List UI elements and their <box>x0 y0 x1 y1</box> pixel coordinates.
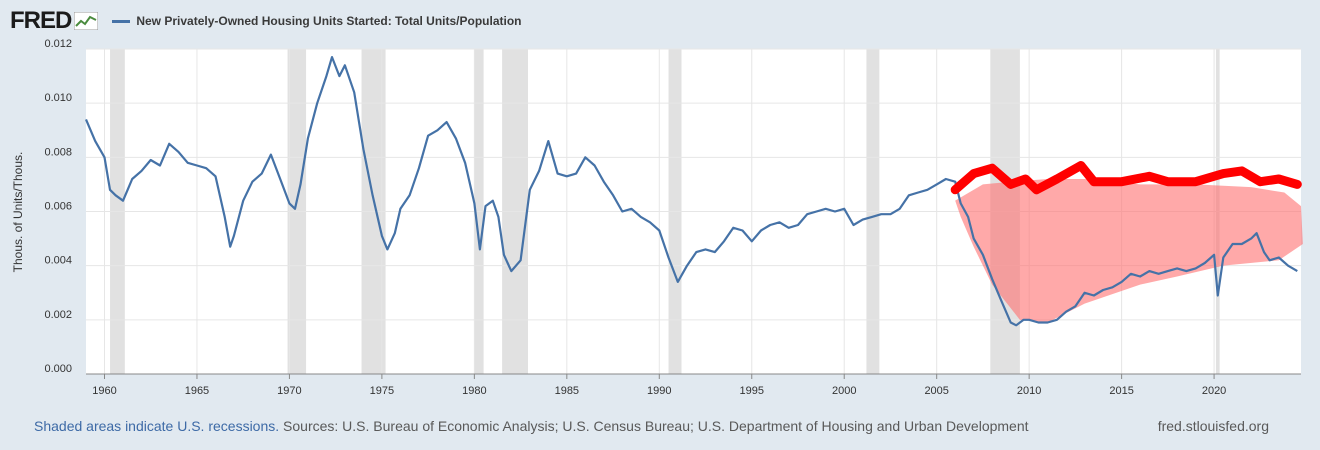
y-tick-label: 0.002 <box>44 309 72 321</box>
y-tick-label: 0.010 <box>44 92 72 104</box>
x-tick-label: 1975 <box>370 385 394 397</box>
y-axis-label: Thous. of Units/Thous. <box>11 152 25 273</box>
y-tick-label: 0.004 <box>44 255 72 267</box>
footer-note: Shaded areas indicate U.S. recessions. S… <box>34 418 1029 434</box>
fred-logo[interactable]: FRED <box>10 7 72 34</box>
chart-header: FRED New Privately-Owned Housing Units S… <box>10 6 522 36</box>
y-tick-label: 0.006 <box>44 201 72 213</box>
x-tick-label: 2020 <box>1202 385 1226 397</box>
annotation-line <box>950 161 1302 195</box>
series-line <box>84 55 1298 327</box>
x-tick-label: 2010 <box>1017 385 1041 397</box>
x-tick-label: 2015 <box>1109 385 1133 397</box>
line-chart: 1960 1965 1970 1975 1980 1985 1990 1995 2000 2005… <box>11 38 1303 397</box>
x-tick-label: 1965 <box>185 385 209 397</box>
highlight-blob <box>955 179 1303 323</box>
x-tick-label: 2000 <box>832 385 856 397</box>
site-link[interactable]: fred.stlouisfed.org <box>1157 418 1269 434</box>
y-tick-label: 0.000 <box>44 363 72 375</box>
legend-swatch <box>112 19 131 23</box>
legend-label: New Privately-Owned Housing Units Starte… <box>136 14 522 28</box>
sources-text: Sources: U.S. Bureau of Economic Analysi… <box>283 418 1029 434</box>
fred-chart-logo-icon <box>74 12 99 30</box>
x-tick-label: 1970 <box>277 385 301 397</box>
y-tick-label: 0.012 <box>44 38 72 50</box>
y-tick-label: 0.008 <box>44 146 72 158</box>
x-tick-label: 1980 <box>462 385 486 397</box>
x-tick-label: 1995 <box>740 385 764 397</box>
x-tick-label: 2005 <box>924 385 948 397</box>
recessions-note[interactable]: Shaded areas indicate U.S. recessions. <box>34 418 280 434</box>
legend: New Privately-Owned Housing Units Starte… <box>112 14 522 28</box>
x-tick-label: 1990 <box>647 385 671 397</box>
x-tick-label: 1985 <box>555 385 579 397</box>
x-tick-label: 1960 <box>92 385 116 397</box>
